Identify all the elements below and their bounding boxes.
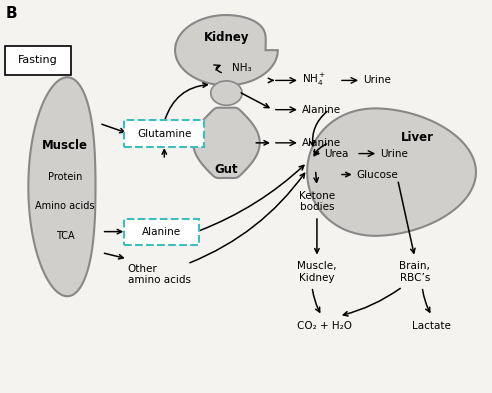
Polygon shape [307, 108, 476, 236]
Text: Liver: Liver [400, 132, 434, 145]
Polygon shape [29, 77, 95, 296]
Text: TCA: TCA [56, 231, 74, 241]
Text: Urine: Urine [380, 149, 408, 159]
FancyBboxPatch shape [124, 120, 204, 147]
Text: CO₂ + H₂O: CO₂ + H₂O [297, 321, 352, 331]
Text: NH$_4^+$: NH$_4^+$ [302, 72, 326, 88]
Text: Muscle: Muscle [42, 139, 88, 152]
Text: Muscle,
Kidney: Muscle, Kidney [297, 261, 337, 283]
Text: Protein: Protein [48, 172, 82, 182]
Text: Urine: Urine [364, 75, 391, 85]
Text: Gut: Gut [215, 163, 238, 176]
Text: Other
amino acids: Other amino acids [127, 264, 190, 285]
Text: Alanine: Alanine [302, 138, 341, 148]
Text: Kidney: Kidney [204, 31, 249, 44]
FancyBboxPatch shape [124, 219, 199, 245]
Text: Alanine: Alanine [302, 105, 341, 115]
Text: B: B [5, 6, 17, 21]
Text: Glucose: Glucose [356, 169, 398, 180]
FancyBboxPatch shape [5, 46, 71, 75]
Text: Fasting: Fasting [18, 55, 58, 65]
Text: Glutamine: Glutamine [137, 129, 191, 139]
Polygon shape [211, 81, 242, 105]
Text: Alanine: Alanine [142, 227, 182, 237]
Text: Urea: Urea [324, 149, 349, 159]
Polygon shape [193, 108, 260, 178]
Text: Brain,
RBC’s: Brain, RBC’s [400, 261, 430, 283]
Text: Lactate: Lactate [412, 321, 451, 331]
Text: Ketone
bodies: Ketone bodies [299, 191, 335, 212]
Text: Amino acids: Amino acids [35, 201, 95, 211]
Text: NH₃: NH₃ [232, 63, 252, 73]
Polygon shape [175, 15, 278, 85]
